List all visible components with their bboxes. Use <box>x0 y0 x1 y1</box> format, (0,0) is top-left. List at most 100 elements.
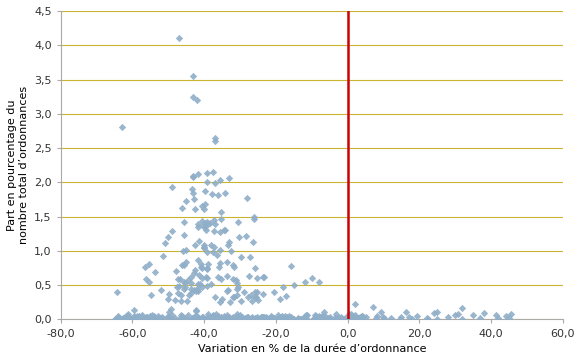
Point <box>210 135 219 141</box>
Point <box>229 262 238 268</box>
Point <box>126 316 135 322</box>
Point <box>301 315 311 321</box>
Point <box>296 316 306 322</box>
Point <box>269 289 279 295</box>
Point <box>228 276 237 282</box>
Point <box>207 191 217 197</box>
Point <box>285 313 294 319</box>
Point <box>236 313 245 318</box>
Point <box>175 283 184 289</box>
Point <box>404 314 413 320</box>
Point <box>276 316 285 321</box>
Point <box>127 316 137 322</box>
Point <box>289 282 299 288</box>
Point <box>301 312 310 318</box>
Point <box>142 316 151 321</box>
Point <box>315 313 324 319</box>
Point <box>236 254 246 260</box>
Point <box>111 316 120 322</box>
Point <box>332 311 341 317</box>
Point <box>200 201 210 207</box>
Point <box>175 315 184 321</box>
Point <box>191 308 201 314</box>
Point <box>326 314 335 320</box>
Point <box>177 262 186 268</box>
Point <box>208 312 218 317</box>
Point <box>212 311 221 317</box>
Point <box>355 314 364 320</box>
Point <box>193 257 203 263</box>
Point <box>194 238 204 244</box>
Point <box>300 313 310 318</box>
Point <box>190 196 199 201</box>
Point <box>282 315 291 321</box>
Point <box>188 173 197 179</box>
Point <box>350 312 360 318</box>
Point <box>212 252 221 258</box>
Point <box>350 301 360 307</box>
Point <box>182 298 191 304</box>
Point <box>166 306 176 312</box>
Point <box>322 316 332 322</box>
Point <box>325 317 335 322</box>
Point <box>197 203 207 209</box>
Point <box>231 314 240 320</box>
Point <box>147 312 156 318</box>
Point <box>246 254 255 260</box>
Point <box>197 314 207 320</box>
Point <box>131 317 140 322</box>
Point <box>262 315 271 321</box>
Point <box>200 242 209 248</box>
Point <box>259 274 268 280</box>
Point <box>430 310 439 316</box>
Point <box>346 312 356 317</box>
Point <box>181 316 190 322</box>
Point <box>176 292 186 297</box>
Point <box>222 288 231 294</box>
Point <box>210 244 219 249</box>
Point <box>188 190 197 196</box>
Point <box>475 315 485 321</box>
Point <box>203 266 212 272</box>
Point <box>217 276 226 282</box>
Point <box>401 309 410 315</box>
Point <box>348 314 357 320</box>
Point <box>246 292 255 298</box>
Point <box>278 284 288 290</box>
Point <box>222 312 232 318</box>
Point <box>250 289 260 295</box>
Point <box>286 263 296 269</box>
Point <box>191 313 200 319</box>
Point <box>253 297 262 303</box>
Point <box>293 316 303 322</box>
Point <box>222 315 232 321</box>
Point <box>203 179 212 184</box>
Point <box>336 314 345 320</box>
Point <box>176 277 185 282</box>
Point <box>258 291 267 297</box>
Point <box>296 316 305 322</box>
Point <box>146 313 155 319</box>
Point <box>302 312 311 318</box>
Point <box>267 313 276 319</box>
Point <box>494 315 503 321</box>
Point <box>233 286 242 292</box>
Point <box>502 313 511 319</box>
Point <box>163 234 172 240</box>
Point <box>432 316 442 322</box>
Point <box>193 221 203 226</box>
Point <box>479 310 488 316</box>
Point <box>135 313 144 319</box>
Point <box>216 230 225 235</box>
Point <box>337 316 346 322</box>
Point <box>250 265 260 271</box>
Point <box>130 314 140 320</box>
Point <box>203 316 212 321</box>
Point <box>243 294 253 300</box>
Point <box>125 316 134 321</box>
Point <box>167 184 176 190</box>
Point <box>206 315 215 321</box>
Point <box>223 287 233 292</box>
Point <box>244 273 254 279</box>
Point <box>229 264 239 270</box>
